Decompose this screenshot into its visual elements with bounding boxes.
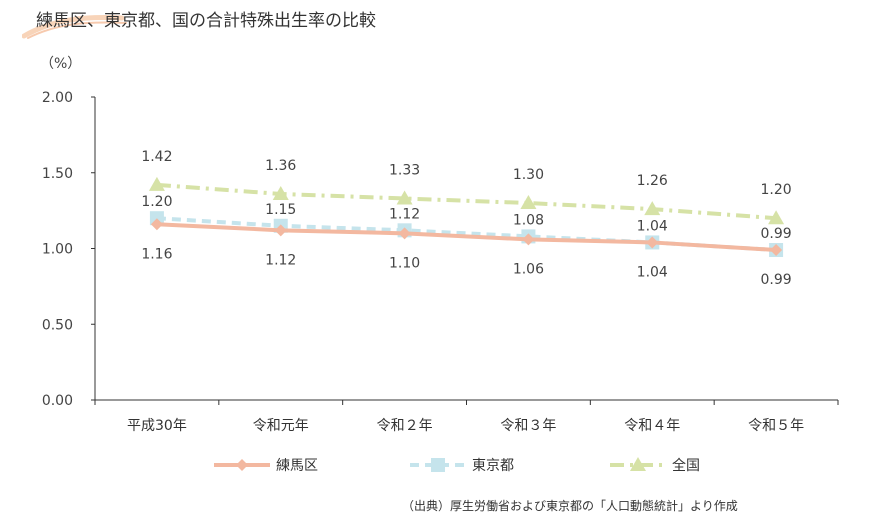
y-tick-label: 1.00 [42,242,73,258]
y-tick-label: 1.50 [42,166,73,182]
data-point [272,185,289,200]
data-label: 1.06 [513,261,544,277]
data-label: 0.99 [760,226,791,242]
series-2 [149,211,784,258]
legend: 練馬区 東京都 全国 [214,457,700,474]
legend-swatch-marker [630,457,646,471]
data-point [644,201,661,216]
series-layer [148,176,785,258]
data-label: 1.30 [513,167,544,183]
data-label: 0.99 [760,272,791,288]
data-label: 1.33 [389,163,420,179]
x-tick-label: 令和２年 [377,418,433,434]
title-brush-decoration [22,15,127,39]
series-line [156,222,777,253]
x-tick-label: 令和５年 [748,418,804,434]
y-axis-unit-label: （%） [40,56,81,72]
data-point [396,190,413,205]
y-tick-label: 2.00 [42,90,73,106]
data-label: 1.04 [637,218,668,234]
legend-item: 全国 [610,457,700,474]
data-label: 1.26 [637,173,668,189]
x-tick-label: 平成30年 [127,418,187,434]
data-label: 1.16 [141,246,172,262]
series-line [156,182,777,221]
legend-swatch-marker [236,459,248,471]
data-label: 1.15 [265,202,296,218]
data-point [150,218,163,231]
series-1 [150,218,783,257]
data-label: 1.08 [513,212,544,228]
data-point [520,195,537,210]
data-point [398,227,411,240]
data-labels: 1.16 1.12 1.10 1.06 1.04 0.99 1.20 1.15 1.12 1.08… [141,149,791,288]
data-label: 1.10 [389,255,420,271]
data-label: 1.04 [637,264,668,280]
x-tick-label: 令和元年 [253,418,309,434]
data-point [646,236,659,249]
legend-item: 東京都 [410,458,514,474]
data-label: 1.12 [389,206,420,222]
data-point [768,210,785,225]
legend-label: 全国 [672,457,700,474]
y-tick-label: 0.50 [42,317,73,333]
data-point [522,233,535,246]
data-label: 1.20 [760,182,791,198]
chart-title: 練馬区、東京都、国の合計特殊出生率の比較 [36,11,376,31]
x-tick-label: 令和３年 [500,418,556,434]
data-label: 1.20 [141,194,172,210]
legend-item: 練馬区 [214,458,318,474]
legend-swatch-marker [431,458,445,472]
data-label: 1.42 [141,149,172,165]
data-label: 1.36 [265,158,296,174]
data-point [149,211,164,226]
x-ticks: 平成30年 令和元年 令和２年 令和３年 令和４年 令和５年 [94,400,839,434]
legend-label: 東京都 [472,458,514,474]
x-tick-label: 令和４年 [624,418,680,434]
source-note: （出典）厚生労働省および東京都の「人口動態統計」より作成 [402,499,738,513]
y-tick-label: 0.00 [42,393,73,409]
y-ticks: 0.00 0.50 1.00 1.50 2.00 [42,90,95,409]
data-label: 1.12 [265,252,296,268]
series-3 [148,176,785,225]
data-point [274,224,287,237]
legend-label: 練馬区 [276,458,318,474]
data-point [770,244,783,257]
data-point [148,176,165,191]
